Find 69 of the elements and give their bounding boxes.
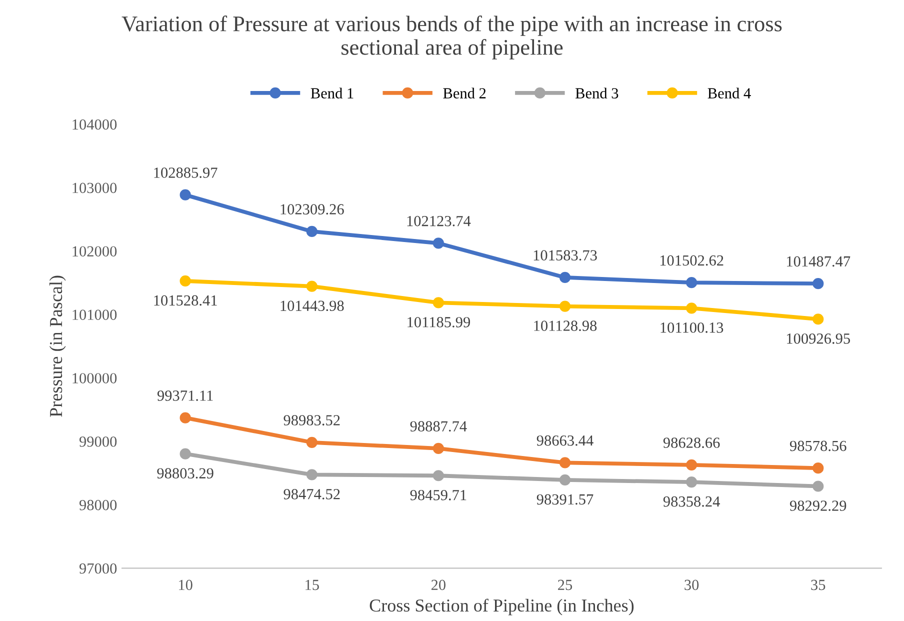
data-label: 98803.29 xyxy=(157,468,214,479)
point xyxy=(306,280,318,292)
data-label: 98887.74 xyxy=(410,421,467,432)
point xyxy=(686,476,698,488)
data-label: 98628.66 xyxy=(663,438,720,448)
point xyxy=(432,470,444,482)
y-tick-label: 99000 xyxy=(79,436,117,447)
chart-title: Variation of Pressure at various bends of the pipe with an increase in cross sectional area of pipeline xyxy=(122,16,782,60)
data-label: 101502.62 xyxy=(660,255,724,266)
point xyxy=(812,314,824,325)
point xyxy=(306,436,318,448)
y-tick-label: 98000 xyxy=(79,500,117,510)
y-tick-label: 104000 xyxy=(72,119,117,130)
point xyxy=(432,238,444,249)
point xyxy=(432,442,444,454)
y-tick-label: 97000 xyxy=(79,563,117,574)
point xyxy=(432,297,444,308)
legend-label: Bend 1 xyxy=(310,88,354,98)
y-axis-title: Pressure (in Pascal) xyxy=(49,276,66,417)
data-label: 98983.52 xyxy=(284,415,340,426)
data-label: 101443.98 xyxy=(280,300,344,312)
data-label: 101487.47 xyxy=(787,256,850,267)
point xyxy=(812,278,824,290)
point xyxy=(559,457,571,468)
y-tick-label: 102000 xyxy=(72,246,117,257)
data-label: 99371.11 xyxy=(157,390,213,401)
x-tick-label: 30 xyxy=(684,580,699,590)
point xyxy=(686,302,698,314)
x-tick-label: 15 xyxy=(306,580,319,590)
data-label: 101185.99 xyxy=(408,317,470,328)
point xyxy=(559,272,571,284)
point xyxy=(180,275,191,287)
data-label: 100926.95 xyxy=(787,333,850,344)
data-label: 101100.13 xyxy=(660,322,724,333)
legend-label: Bend 2 xyxy=(443,88,486,98)
data-label: 98459.71 xyxy=(410,490,466,500)
data-label: 102885.97 xyxy=(154,168,218,178)
point xyxy=(306,469,318,480)
data-label: 98358.24 xyxy=(663,496,720,507)
point xyxy=(686,459,698,470)
data-label: 98391.57 xyxy=(536,494,594,505)
data-label: 98292.29 xyxy=(790,500,846,511)
data-label: 101128.98 xyxy=(534,320,597,332)
point xyxy=(559,300,571,312)
point xyxy=(812,480,824,492)
data-label: 98663.44 xyxy=(536,435,594,446)
y-tick-label: 101000 xyxy=(72,310,117,320)
data-label: 102123.74 xyxy=(407,216,471,226)
point xyxy=(559,474,571,486)
point xyxy=(180,448,191,460)
legend-label: Bend 4 xyxy=(708,88,751,98)
x-tick-label: 35 xyxy=(811,580,826,590)
data-label: 98474.52 xyxy=(284,489,340,500)
data-label: 101528.41 xyxy=(154,295,217,306)
x-tick-label: 10 xyxy=(179,580,192,590)
data-label: 101583.73 xyxy=(534,250,597,261)
point xyxy=(306,226,318,237)
point xyxy=(686,277,698,288)
x-axis-title: Cross Section of Pipeline (in Inches) xyxy=(370,598,634,616)
x-tick-label: 25 xyxy=(558,580,572,590)
data-label: 98578.56 xyxy=(790,440,846,452)
point xyxy=(180,189,191,200)
legend-label: Bend 3 xyxy=(575,88,618,98)
point xyxy=(812,462,824,474)
x-tick-label: 20 xyxy=(431,580,446,590)
data-label: 102309.26 xyxy=(280,204,344,215)
point xyxy=(180,412,191,424)
y-tick-label: 103000 xyxy=(72,182,117,194)
y-tick-label: 100000 xyxy=(72,373,117,384)
